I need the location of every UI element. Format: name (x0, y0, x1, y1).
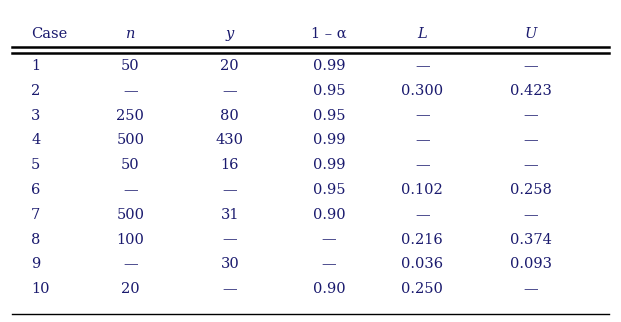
Text: 0.250: 0.250 (401, 282, 443, 296)
Text: —: — (415, 158, 430, 172)
Text: —: — (524, 59, 538, 73)
Text: 250: 250 (117, 109, 144, 123)
Text: 10: 10 (31, 282, 50, 296)
Text: —: — (123, 84, 138, 98)
Text: 50: 50 (121, 59, 140, 73)
Text: —: — (415, 109, 430, 123)
Text: 0.99: 0.99 (313, 59, 345, 73)
Text: —: — (123, 257, 138, 271)
Text: 0.102: 0.102 (401, 183, 443, 197)
Text: —: — (524, 158, 538, 172)
Text: —: — (222, 84, 237, 98)
Text: 3: 3 (31, 109, 40, 123)
Text: —: — (415, 133, 430, 147)
Text: 100: 100 (117, 232, 144, 247)
Text: 31: 31 (220, 208, 239, 222)
Text: 80: 80 (220, 109, 239, 123)
Text: U: U (525, 27, 537, 41)
Text: 20: 20 (121, 282, 140, 296)
Text: —: — (524, 282, 538, 296)
Text: 30: 30 (220, 257, 239, 271)
Text: 4: 4 (31, 133, 40, 147)
Text: 0.216: 0.216 (401, 232, 443, 247)
Text: 500: 500 (116, 133, 145, 147)
Text: 2: 2 (31, 84, 40, 98)
Text: 430: 430 (215, 133, 244, 147)
Text: 6: 6 (31, 183, 40, 197)
Text: 0.95: 0.95 (313, 183, 345, 197)
Text: n: n (125, 27, 135, 41)
Text: —: — (415, 208, 430, 222)
Text: 20: 20 (220, 59, 239, 73)
Text: 0.95: 0.95 (313, 84, 345, 98)
Text: 1 – α: 1 – α (311, 27, 347, 41)
Text: 5: 5 (31, 158, 40, 172)
Text: 50: 50 (121, 158, 140, 172)
Text: —: — (524, 109, 538, 123)
Text: 0.258: 0.258 (510, 183, 552, 197)
Text: 0.423: 0.423 (510, 84, 552, 98)
Text: 0.90: 0.90 (313, 282, 345, 296)
Text: 0.374: 0.374 (510, 232, 552, 247)
Text: —: — (322, 257, 337, 271)
Text: 0.99: 0.99 (313, 158, 345, 172)
Text: 16: 16 (220, 158, 239, 172)
Text: 8: 8 (31, 232, 40, 247)
Text: 0.300: 0.300 (401, 84, 443, 98)
Text: L: L (417, 27, 427, 41)
Text: Case: Case (31, 27, 67, 41)
Text: 0.036: 0.036 (401, 257, 443, 271)
Text: —: — (123, 183, 138, 197)
Text: 0.093: 0.093 (510, 257, 552, 271)
Text: 7: 7 (31, 208, 40, 222)
Text: —: — (415, 59, 430, 73)
Text: 500: 500 (116, 208, 145, 222)
Text: —: — (222, 282, 237, 296)
Text: —: — (322, 232, 337, 247)
Text: 0.90: 0.90 (313, 208, 345, 222)
Text: 1: 1 (31, 59, 40, 73)
Text: —: — (222, 183, 237, 197)
Text: 0.95: 0.95 (313, 109, 345, 123)
Text: y: y (225, 27, 234, 41)
Text: —: — (524, 208, 538, 222)
Text: —: — (524, 133, 538, 147)
Text: 9: 9 (31, 257, 40, 271)
Text: —: — (222, 232, 237, 247)
Text: 0.99: 0.99 (313, 133, 345, 147)
